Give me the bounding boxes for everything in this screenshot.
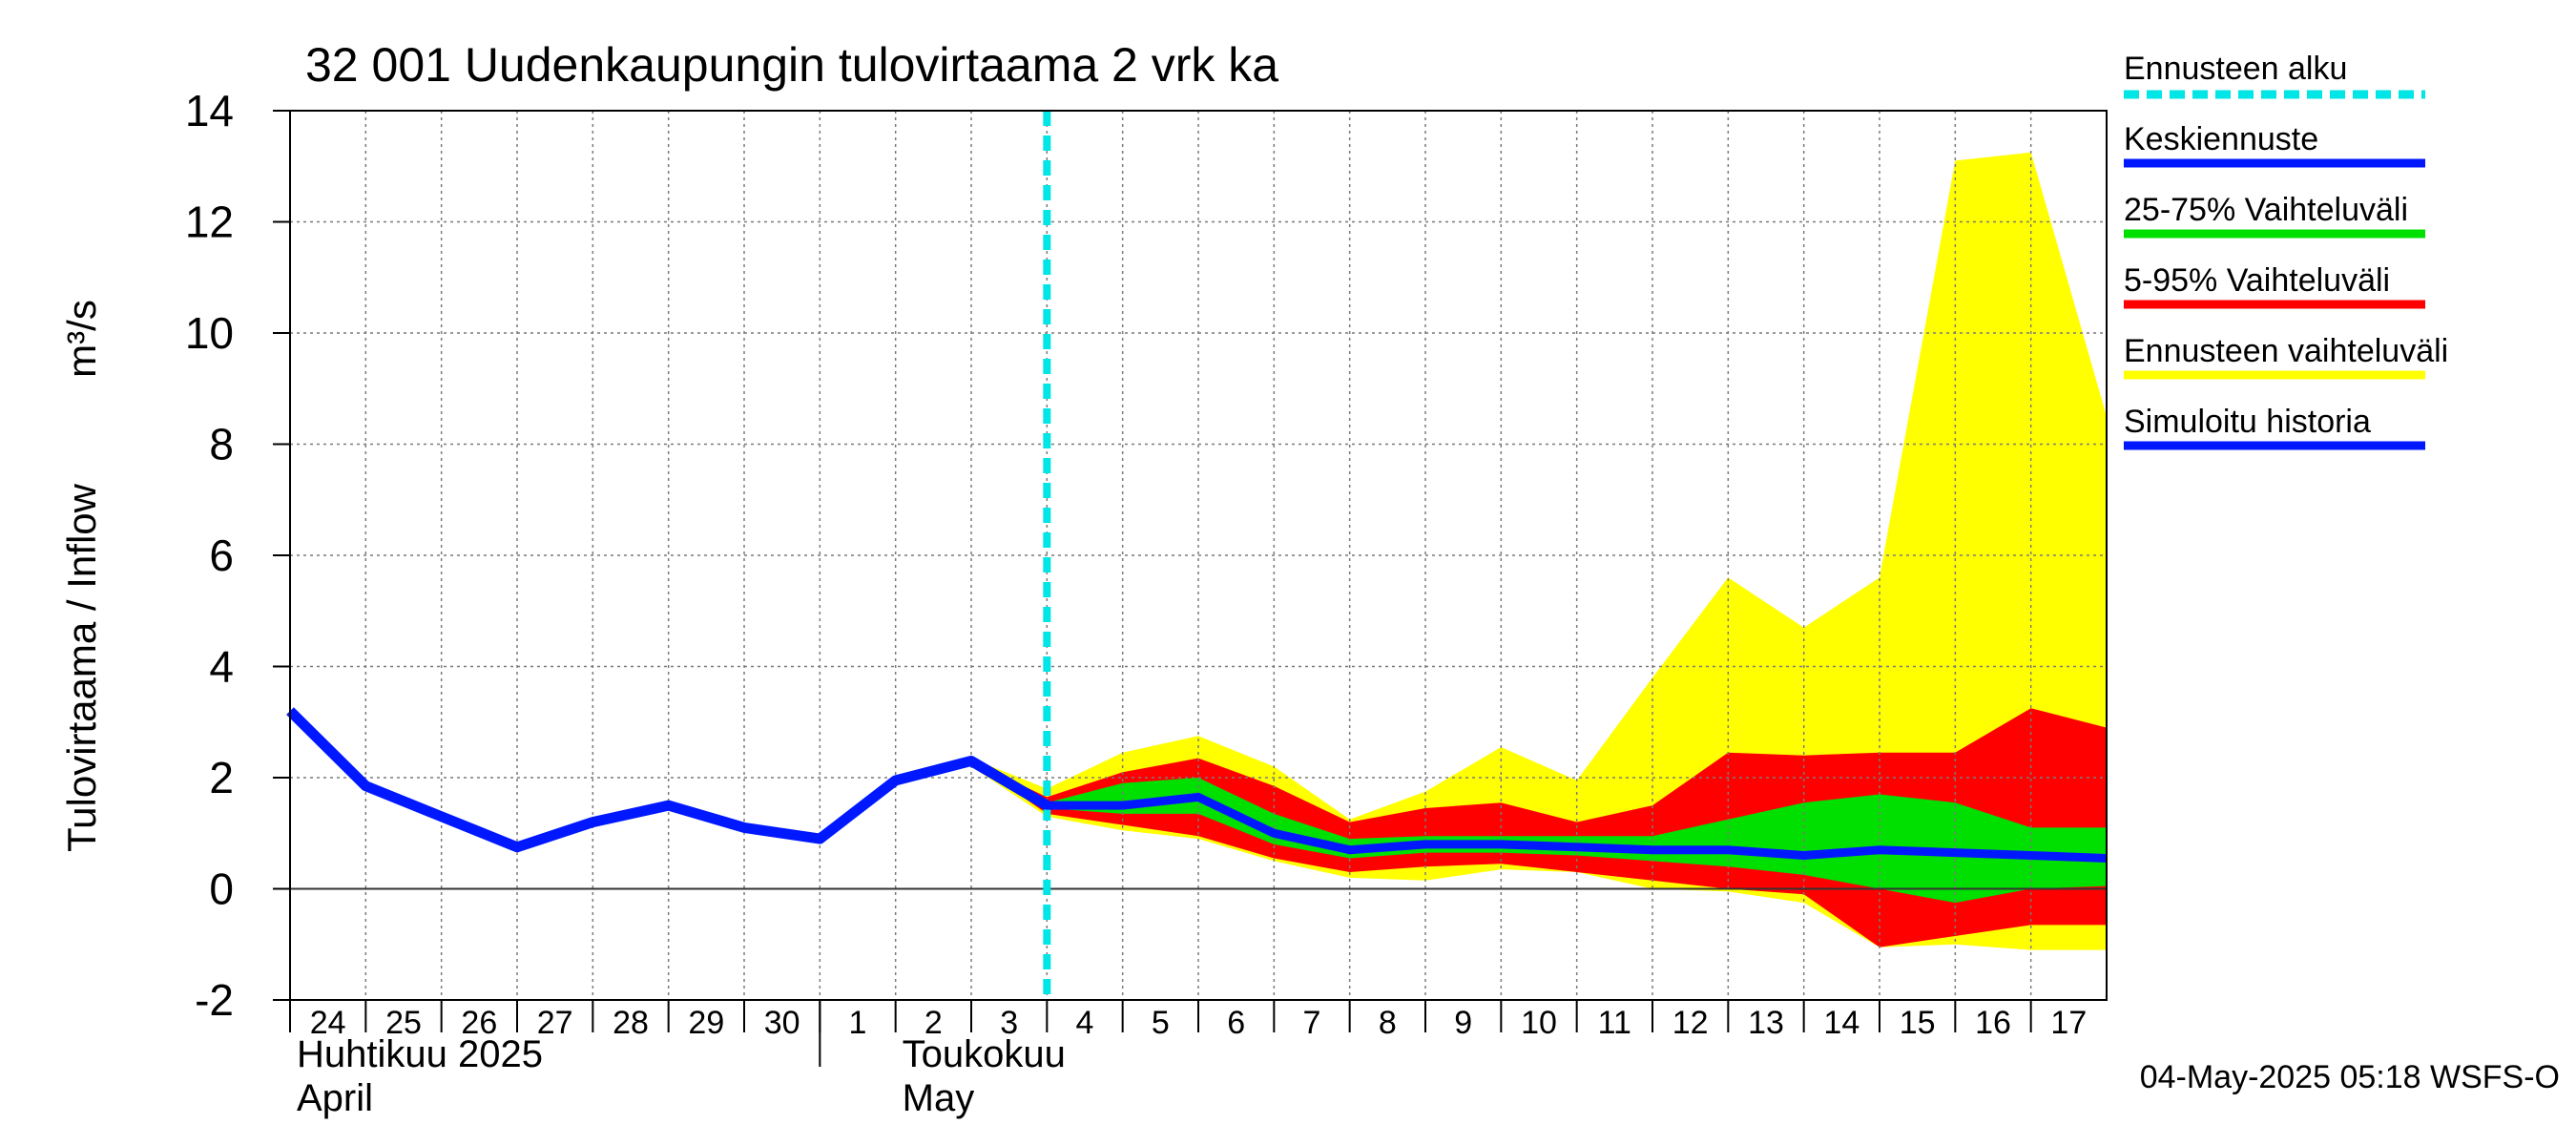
legend-label: Ennusteen alku — [2124, 51, 2347, 87]
x-tick-label: 1 — [849, 1005, 867, 1041]
band-5-95 — [971, 708, 2107, 947]
legend: Ennusteen alku Keskiennuste 25-75% Vaihtel… — [2124, 51, 2448, 450]
month-label-en: May — [903, 1077, 975, 1119]
x-tick-label: 2 — [924, 1005, 943, 1041]
x-tick-label: 6 — [1227, 1005, 1245, 1041]
x-tick-label: 3 — [1000, 1005, 1018, 1041]
x-tick-label: 5 — [1152, 1005, 1170, 1041]
legend-label: 25-75% Vaihteluväli — [2124, 192, 2408, 228]
x-tick-label: 8 — [1379, 1005, 1397, 1041]
x-tick-label: 24 — [310, 1005, 346, 1041]
y-tick-label: 10 — [185, 308, 234, 358]
legend-label: Ennusteen vaihteluväli — [2124, 333, 2448, 369]
x-tick-label: 29 — [688, 1005, 724, 1041]
x-tick-label: 4 — [1076, 1005, 1094, 1041]
y-axis: -2 0 2 4 6 8 10 12 14 — [185, 86, 290, 1025]
x-tick-label: 9 — [1454, 1005, 1472, 1041]
y-tick-label: 12 — [185, 198, 234, 247]
y-tick-label: 6 — [209, 531, 234, 580]
x-tick-label: 16 — [1975, 1005, 2011, 1041]
forecast-bands — [971, 152, 2107, 950]
month-label-fi: Toukokuu — [903, 1033, 1066, 1075]
x-tick-label: 17 — [2050, 1005, 2087, 1041]
x-tick-label: 28 — [613, 1005, 649, 1041]
y-tick-label: 4 — [209, 642, 234, 692]
y-tick-label: 2 — [209, 753, 234, 802]
plot-area — [286, 110, 2108, 1001]
month-label-fi: Huhtikuu 2025 — [297, 1033, 543, 1075]
x-tick-label: 7 — [1303, 1005, 1321, 1041]
history-line — [286, 707, 1050, 853]
band-ensemble — [971, 152, 2107, 950]
month-label-en: April — [297, 1077, 373, 1119]
y-tick-label: 0 — [209, 864, 234, 914]
x-tick-label: 25 — [385, 1005, 422, 1041]
y-tick-label: -2 — [195, 975, 234, 1025]
footer-timestamp: 04-May-2025 05:18 WSFS-O — [2140, 1059, 2560, 1095]
legend-label: Keskiennuste — [2124, 121, 2318, 157]
legend-label: Simuloitu historia — [2124, 404, 2371, 440]
y-axis-label: Tulovirtaama / Inflow — [59, 483, 104, 852]
chart-title: 32 001 Uudenkaupungin tulovirtaama 2 vrk… — [305, 38, 1278, 92]
x-tick-label: 10 — [1521, 1005, 1557, 1041]
series-lines — [286, 111, 2108, 1000]
band-25-75 — [971, 760, 2107, 904]
y-tick-label: 14 — [185, 86, 234, 135]
x-tick-label: 13 — [1748, 1005, 1784, 1041]
x-tick-label: 26 — [461, 1005, 497, 1041]
legend-label: 5-95% Vaihteluväli — [2124, 262, 2390, 299]
y-tick-label: 8 — [209, 420, 234, 469]
x-tick-label: 30 — [764, 1005, 800, 1041]
x-tick-label: 11 — [1598, 1005, 1631, 1041]
y-axis-unit: m³/s — [59, 300, 104, 378]
x-tick-label: 27 — [537, 1005, 573, 1041]
x-tick-label: 14 — [1823, 1005, 1859, 1041]
grid — [290, 111, 2107, 1000]
x-tick-label: 12 — [1672, 1005, 1709, 1041]
x-tick-label: 15 — [1900, 1005, 1936, 1041]
x-axis: 24 25 26 27 28 29 30 1 2 3 4 5 6 7 8 9 10 11 12 13 14 15 16 17H… — [289, 1000, 2087, 1119]
median-line — [968, 757, 2108, 863]
